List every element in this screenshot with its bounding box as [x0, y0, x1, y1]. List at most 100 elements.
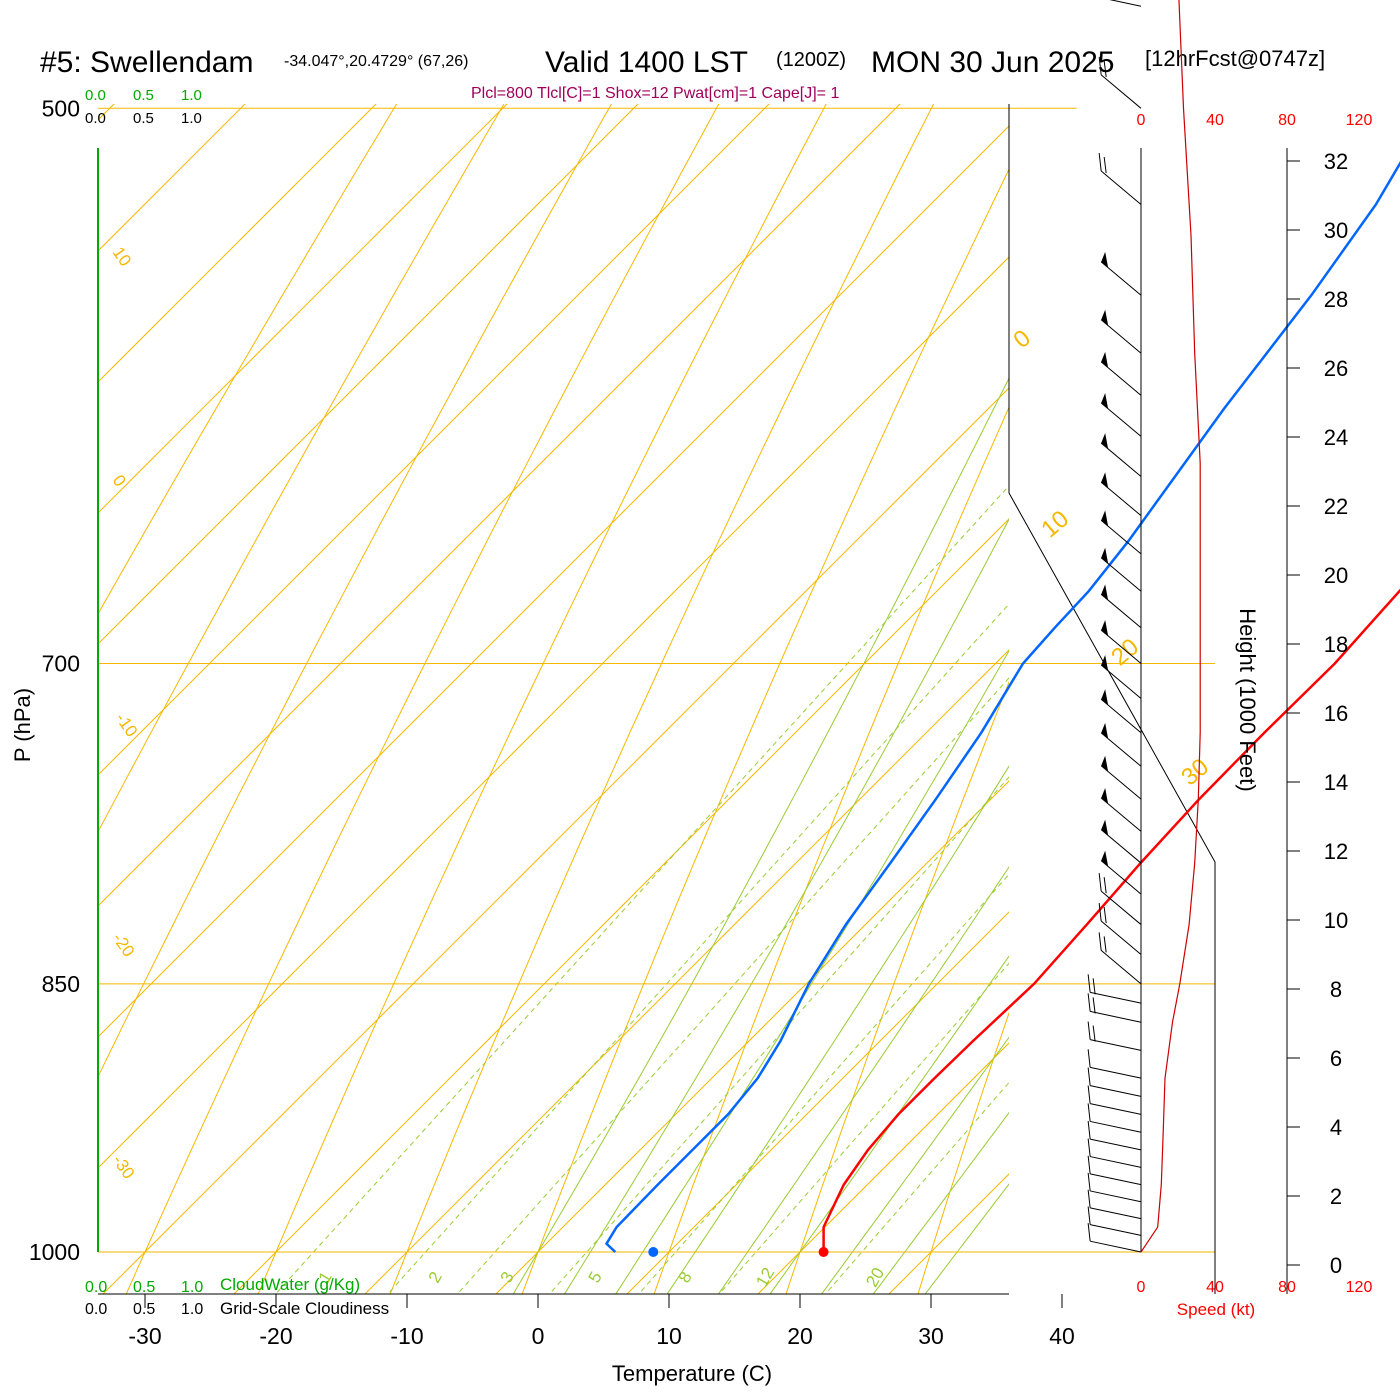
wind-barb	[1100, 689, 1142, 734]
wind-barb	[1087, 1103, 1142, 1133]
plot-right-boundary	[1008, 104, 1216, 1294]
cloud-bottom-black-1: 0.5	[133, 1301, 155, 1318]
wind-barb	[1100, 788, 1142, 832]
wind-barb	[1098, 152, 1142, 205]
dewpoint-line	[604, 161, 1400, 1253]
wind-barb-feather	[1087, 974, 1091, 993]
wind-barb-feather	[1098, 932, 1102, 951]
wind-barb	[1100, 584, 1142, 629]
y-axis-label: P (hPa)	[10, 688, 35, 762]
wind-barb-flag	[1101, 472, 1109, 489]
wind-barb-flag	[1101, 722, 1109, 739]
wind-barb	[1100, 472, 1142, 517]
isotherm-line	[98, 104, 115, 121]
wind-barb-flag	[1101, 547, 1109, 564]
wind-barb-feather	[1098, 152, 1102, 172]
wind-barb-staff	[1090, 1103, 1142, 1115]
wind-barb-flag	[1101, 510, 1109, 527]
wind-barb-feather	[1087, 993, 1091, 1012]
wind-barb-staff	[1100, 920, 1142, 955]
isotherm-line	[935, 0, 1400, 1379]
moist-adiabat-line	[666, 765, 1009, 1294]
isotherm-line	[0, 0, 1129, 1379]
wind-barb-flag	[1101, 788, 1109, 805]
wind-barb	[1098, 873, 1142, 925]
wind-barb	[1087, 1172, 1142, 1203]
wind-barb-feather	[1087, 1189, 1091, 1208]
x-tick-label: -20	[259, 1323, 292, 1349]
wind-barb-staff	[1090, 1010, 1142, 1023]
cloud-bottom-black-2: 1.0	[181, 1301, 203, 1318]
mixing-ratio-line	[387, 603, 1009, 1294]
wind-barb-feather	[1087, 1085, 1091, 1104]
height-tick-label: 22	[1324, 494, 1348, 519]
wind-barb	[1087, 1021, 1142, 1051]
dry-adiabat-line	[1026, 0, 1400, 1379]
wind-barb-feather	[1087, 1049, 1091, 1068]
mixing-ratio-line	[638, 873, 1009, 1294]
wind-barb-flag	[1101, 392, 1109, 409]
wind-barb-feather	[1087, 1021, 1091, 1040]
wind-barb	[1100, 850, 1142, 895]
cloudiness-label: Grid-Scale Cloudiness	[220, 1299, 389, 1318]
dry-adiabat-line	[98, 104, 398, 615]
dry-adiabat-line	[785, 680, 1009, 1294]
x-tick-label: -30	[128, 1323, 161, 1349]
isotherm-line	[757, 1042, 1009, 1294]
mixing-ratio-label: 12	[752, 1264, 778, 1290]
x-axis-label: Temperature (C)	[612, 1361, 772, 1386]
isotherm-line	[495, 780, 1009, 1294]
moist-adiabat-line	[563, 518, 1009, 1294]
stability-indices: Plcl=800 Tlcl[C]=1 Shox=12 Pwat[cm]=1 Ca…	[471, 85, 839, 102]
mixing-ratio-label: 20	[862, 1264, 888, 1290]
wind-barb-feather	[1087, 1103, 1091, 1122]
cloud-bottom-black-0: 0.0	[85, 1301, 107, 1318]
wind-barb	[1087, 993, 1142, 1023]
wind-barb-staff	[1090, 1138, 1142, 1151]
speed-tick-label-top: 80	[1278, 112, 1296, 129]
wind-barb-flag	[1101, 655, 1109, 672]
wind-barb	[1098, 56, 1142, 109]
height-tick-label: 6	[1330, 1046, 1342, 1071]
speed-tick-label-top: 40	[1206, 112, 1224, 129]
wind-barb-flag	[1101, 620, 1109, 637]
station-title: #5: Swellendam	[40, 46, 253, 79]
isotherm-line	[1197, 0, 1400, 1379]
isotherm-line	[626, 911, 1009, 1294]
wind-barb-flag	[1101, 819, 1109, 836]
wind-barb	[1100, 351, 1142, 396]
isotherm-line	[888, 1173, 1009, 1294]
pressure-tick-label: 1000	[29, 1239, 80, 1265]
surface-dewpoint-marker	[648, 1247, 659, 1257]
isotherm-label: 10	[1036, 505, 1074, 543]
height-tick-label: 18	[1324, 632, 1348, 657]
wind-barb-feather	[1098, 56, 1102, 75]
wind-barb-flag	[1101, 251, 1109, 268]
height-tick-label: 14	[1324, 770, 1348, 795]
wind-barb-staff	[1090, 1173, 1142, 1186]
wind-barb-feather	[1087, 1121, 1091, 1140]
isotherm-line	[233, 518, 1009, 1294]
dry-adiabat-label: 10	[109, 243, 135, 269]
cloud-top-black-0: 0.0	[85, 110, 106, 127]
height-tick-label: 28	[1324, 287, 1348, 312]
wind-barb	[1098, 932, 1142, 985]
wind-barb-staff	[1100, 950, 1142, 985]
dry-adiabat-line	[1160, 0, 1400, 1379]
wind-barb-feather	[1087, 1206, 1091, 1225]
speed-tick-label-top: 0	[1137, 112, 1146, 129]
height-tick-label: 2	[1330, 1184, 1342, 1209]
wind-barb	[1100, 655, 1142, 699]
cloud-top-black-1: 0.5	[133, 110, 154, 127]
wind-barb	[1087, 1138, 1142, 1168]
moist-adiabat-line	[769, 955, 1009, 1294]
wind-barb	[1100, 547, 1142, 592]
cloud-top-green-0: 0.0	[85, 87, 106, 104]
dry-adiabat-line	[98, 104, 613, 1078]
